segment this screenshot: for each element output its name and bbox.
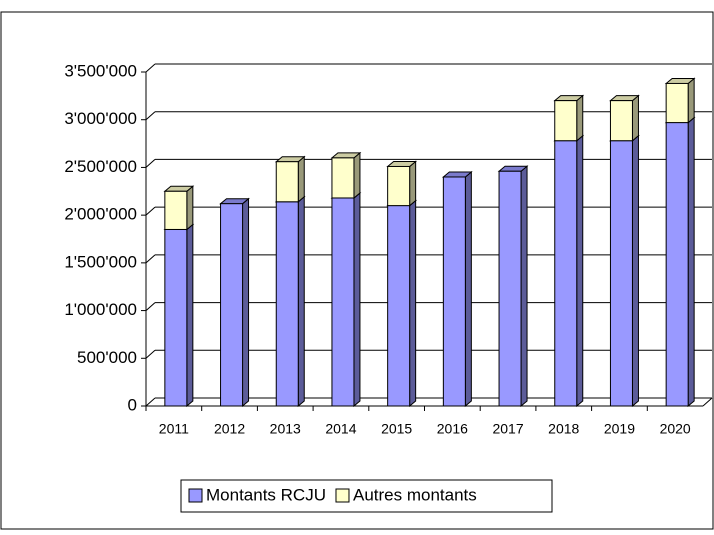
bar-side: [409, 160, 417, 207]
bar-side: [631, 134, 639, 408]
x-tick-label: 2016: [437, 421, 468, 437]
bar-side: [242, 197, 250, 408]
x-tick-label: 2011: [159, 421, 189, 437]
bar-segment: [441, 170, 473, 408]
bar-segment: [330, 191, 362, 408]
legend: Montants RCJU Autres montants: [180, 479, 553, 513]
bar: [331, 197, 355, 407]
bar-segment: [664, 77, 696, 124]
bar: [442, 176, 466, 407]
bar-segment: [386, 199, 418, 408]
bar-side: [297, 155, 305, 203]
bar-segment: [163, 185, 195, 231]
bar: [164, 228, 188, 407]
bar-side: [687, 77, 695, 124]
x-tick-label: 2019: [604, 421, 635, 437]
bar: [609, 140, 633, 407]
x-tick-label: 2014: [325, 421, 356, 437]
bar: [220, 203, 244, 407]
bar-segment: [163, 223, 195, 408]
y-tick-label: 3'000'000: [64, 109, 137, 128]
legend-label: Montants RCJU: [206, 485, 326, 504]
y-tick-label: 2'000'000: [64, 205, 137, 224]
x-tick-label: 2020: [660, 421, 691, 437]
bar-segment: [609, 134, 640, 408]
bar-side: [353, 191, 361, 408]
bar-segment: [553, 94, 585, 142]
y-tick-label: 1'500'000: [64, 252, 137, 271]
x-tick-label: 2013: [270, 421, 301, 437]
bar: [331, 157, 355, 199]
bar-side: [576, 94, 584, 142]
bar: [665, 122, 689, 407]
bar: [275, 201, 299, 407]
bar-segment: [497, 165, 529, 408]
bar-side: [687, 116, 695, 408]
bar-segment: [274, 195, 306, 408]
bar-segment: [330, 151, 362, 200]
legend-label: Autres montants: [353, 485, 477, 504]
bar-side: [186, 185, 194, 231]
bar: [554, 100, 578, 142]
bar: [554, 140, 578, 407]
bar-segment: [553, 134, 585, 408]
grid-line-side: [145, 302, 156, 311]
bar: [665, 82, 689, 124]
bar-side: [576, 134, 584, 408]
bar-segment: [664, 116, 696, 408]
bar-side: [297, 195, 305, 408]
grid-line-side: [145, 206, 156, 216]
grid-line-side: [145, 63, 156, 73]
x-tick-label: 2018: [548, 421, 579, 437]
bar: [498, 170, 522, 407]
y-tick-label: 500'000: [77, 348, 137, 367]
bar: [275, 161, 299, 203]
grid-line-side: [145, 254, 156, 264]
floor-edge: [702, 397, 713, 407]
y-tick-label: 0: [128, 395, 137, 414]
legend-box: [180, 479, 553, 513]
bar: [387, 165, 411, 207]
bar: [164, 190, 188, 230]
legend-swatch: [188, 488, 203, 503]
y-tick-label: 3'500'000: [64, 61, 137, 80]
bar-side: [409, 199, 417, 408]
y-tick-label: 1'000'000: [64, 300, 137, 319]
bar-side: [520, 165, 528, 408]
x-tick-label: 2017: [492, 421, 523, 437]
bar-segment: [386, 160, 418, 207]
x-tick-label: 2012: [214, 421, 245, 437]
bar: [387, 205, 411, 407]
bar-side: [353, 151, 361, 200]
bar-side: [186, 223, 194, 408]
y-tick-label: 2'500'000: [64, 157, 137, 176]
x-tick-label: 2015: [381, 421, 412, 437]
legend-swatch: [335, 488, 350, 503]
bar: [609, 100, 633, 142]
grid-line-side: [145, 349, 156, 359]
grid-line-side: [145, 397, 156, 407]
grid-line-side: [145, 111, 156, 121]
bar-side: [631, 94, 639, 142]
grid-line-side: [145, 159, 156, 168]
bar-segment: [609, 94, 640, 142]
bar-side: [464, 170, 472, 408]
bar-segment: [274, 155, 306, 203]
bar-segment: [219, 197, 250, 408]
